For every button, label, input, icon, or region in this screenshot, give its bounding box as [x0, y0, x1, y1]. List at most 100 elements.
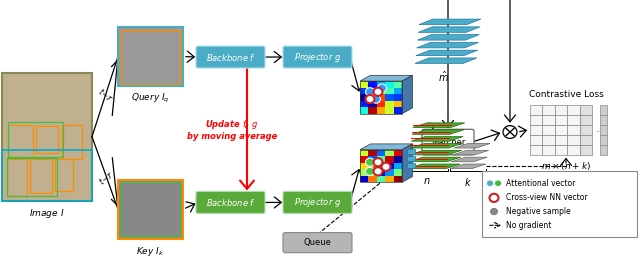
Polygon shape	[360, 75, 413, 81]
Bar	[385, 169, 394, 176]
Text: $t\!\sim\!\mathcal{T}$: $t\!\sim\!\mathcal{T}$	[96, 168, 116, 187]
Polygon shape	[413, 123, 465, 127]
Text: Backbone $f$: Backbone $f$	[205, 51, 255, 63]
Polygon shape	[417, 42, 479, 48]
FancyBboxPatch shape	[283, 233, 352, 253]
Polygon shape	[419, 19, 481, 24]
Bar	[385, 156, 394, 163]
Polygon shape	[454, 144, 490, 148]
Text: $t\!\sim\!\mathcal{T}$: $t\!\sim\!\mathcal{T}$	[96, 86, 116, 105]
Bar	[394, 176, 402, 182]
Bar	[580, 105, 592, 115]
Bar	[377, 169, 385, 176]
Polygon shape	[418, 27, 480, 32]
Bar	[385, 176, 394, 182]
Polygon shape	[410, 144, 462, 148]
Circle shape	[378, 84, 387, 92]
Polygon shape	[412, 136, 463, 141]
FancyBboxPatch shape	[422, 129, 474, 155]
Bar	[530, 135, 543, 145]
Circle shape	[374, 88, 383, 96]
Bar	[530, 145, 543, 155]
Bar	[567, 105, 580, 115]
Bar	[377, 176, 385, 182]
Circle shape	[374, 158, 383, 166]
Bar	[530, 125, 543, 135]
Text: $\hat{m}$: $\hat{m}$	[438, 70, 449, 84]
Polygon shape	[416, 50, 478, 56]
Polygon shape	[415, 58, 477, 63]
Bar	[580, 145, 592, 155]
Bar	[360, 169, 369, 176]
Text: $m\times(n+k)$: $m\times(n+k)$	[541, 160, 591, 172]
Bar	[377, 150, 385, 156]
Circle shape	[374, 167, 383, 176]
Bar	[369, 156, 377, 163]
Bar	[369, 163, 377, 169]
Bar	[394, 107, 402, 114]
Bar	[543, 115, 555, 125]
Text: Queue: Queue	[303, 238, 332, 247]
Bar	[530, 115, 543, 125]
Polygon shape	[360, 144, 413, 150]
Bar	[369, 81, 377, 88]
FancyBboxPatch shape	[2, 73, 92, 201]
Text: $k$: $k$	[464, 176, 472, 188]
Bar	[543, 105, 555, 115]
Text: Projector $g$: Projector $g$	[294, 196, 341, 209]
Text: Contrastive Loss: Contrastive Loss	[529, 90, 604, 99]
Bar	[600, 115, 607, 125]
Bar	[567, 115, 580, 125]
Polygon shape	[410, 150, 461, 155]
Bar	[369, 107, 377, 114]
Text: Backbone $f$: Backbone $f$	[205, 197, 255, 208]
Text: ..: ..	[595, 125, 600, 134]
Bar	[394, 163, 402, 169]
FancyBboxPatch shape	[482, 171, 637, 237]
Bar	[555, 135, 567, 145]
Bar	[555, 105, 567, 115]
Bar	[369, 101, 377, 107]
Bar	[600, 145, 607, 155]
Circle shape	[371, 95, 381, 103]
Bar	[394, 81, 402, 88]
Text: Image $I$: Image $I$	[29, 207, 65, 220]
Bar	[360, 176, 369, 182]
Text: Update $f$, $g$
by moving average: Update $f$, $g$ by moving average	[187, 118, 277, 141]
Bar	[377, 88, 385, 94]
Bar	[580, 125, 592, 135]
Bar	[360, 150, 369, 156]
Bar	[580, 135, 592, 145]
Bar	[580, 115, 592, 125]
Bar	[377, 163, 385, 169]
Bar	[369, 169, 377, 176]
Circle shape	[365, 88, 374, 96]
Bar	[555, 145, 567, 155]
FancyBboxPatch shape	[196, 46, 265, 68]
Bar	[369, 88, 377, 94]
Polygon shape	[451, 157, 488, 162]
Circle shape	[381, 163, 390, 171]
Bar	[360, 81, 369, 88]
Bar	[555, 125, 567, 135]
Bar	[385, 163, 394, 169]
Bar	[385, 101, 394, 107]
Bar	[555, 115, 567, 125]
FancyBboxPatch shape	[118, 27, 183, 86]
Polygon shape	[417, 35, 479, 40]
Text: Projector $g$: Projector $g$	[294, 50, 341, 63]
Bar	[394, 156, 402, 163]
FancyBboxPatch shape	[118, 180, 183, 239]
Text: No gradient: No gradient	[506, 221, 552, 230]
Bar	[543, 145, 555, 155]
Circle shape	[490, 194, 499, 202]
Bar	[377, 94, 385, 101]
Circle shape	[503, 126, 517, 138]
Text: Query $I_q$: Query $I_q$	[131, 92, 170, 105]
Bar	[369, 150, 377, 156]
Bar	[385, 94, 394, 101]
Bar	[543, 125, 555, 135]
Bar	[567, 145, 580, 155]
Text: Cross-view NN vector: Cross-view NN vector	[506, 193, 588, 202]
Polygon shape	[408, 164, 460, 168]
